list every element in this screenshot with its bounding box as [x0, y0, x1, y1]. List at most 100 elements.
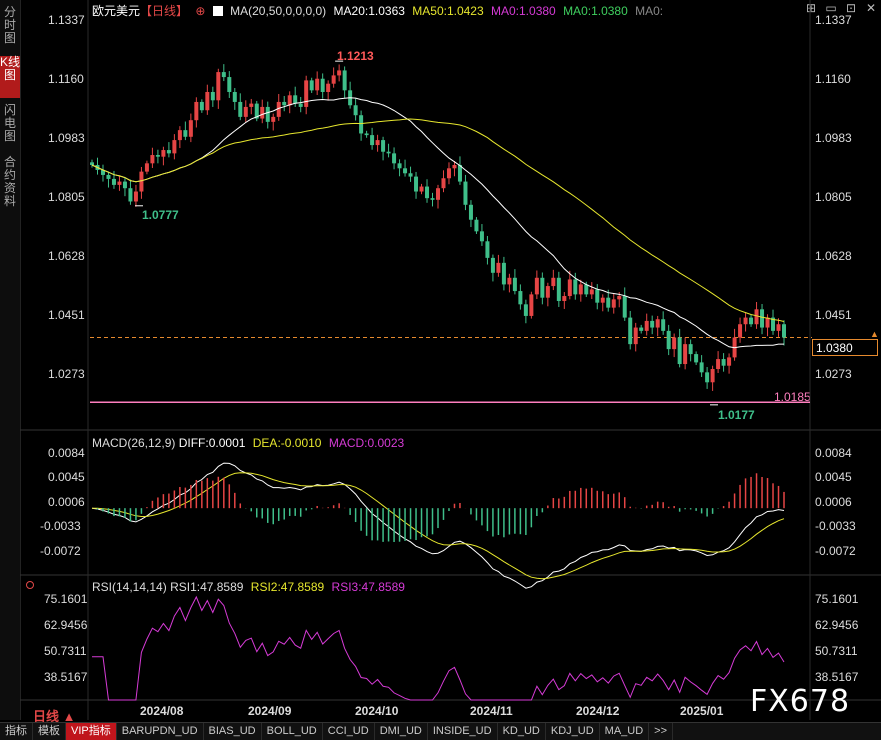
candle-body [271, 116, 276, 122]
macd-tick-left: -0.0033 [40, 519, 81, 533]
candle-body [666, 330, 671, 350]
candle-body [199, 101, 204, 111]
tab-more[interactable]: >> [649, 723, 674, 740]
candle-body [468, 204, 473, 220]
candle-body [90, 162, 94, 165]
candle-body [177, 130, 182, 141]
rsi-tick-right: 50.7311 [815, 644, 858, 658]
ma20-line [91, 97, 784, 349]
sidebar-item-contract-info[interactable]: 合约资料 [3, 155, 16, 208]
candle-body [408, 173, 413, 177]
candle-body [238, 101, 243, 117]
candle-body [425, 186, 430, 199]
candle-body [727, 357, 732, 366]
candle-body [512, 277, 517, 292]
tab-kdj[interactable]: KDJ_UD [546, 723, 600, 740]
candle-body [381, 140, 386, 152]
candle-body [150, 155, 155, 164]
candle-body [386, 151, 391, 154]
tab-ma[interactable]: MA_UD [600, 723, 650, 740]
macd-diff: DIFF:0.0001 [178, 436, 246, 450]
candle-body [507, 277, 512, 285]
candle-body [457, 164, 462, 182]
candle-body [721, 359, 726, 366]
symbol-name[interactable]: 欧元美元 [92, 4, 141, 18]
chart-canvas[interactable] [0, 0, 881, 720]
tab-inside[interactable]: INSIDE_UD [428, 723, 498, 740]
candle-body [364, 133, 369, 136]
candle-body [474, 219, 479, 232]
expand-icon[interactable]: ⊞ [805, 1, 817, 15]
rsi-params: RSI(14,14,14) [92, 580, 167, 594]
maximize-icon[interactable]: ⊡ [845, 1, 857, 15]
candle-body [688, 344, 693, 355]
candle-body [133, 191, 138, 202]
candle-body [282, 101, 287, 106]
period-selector-label: 日线 [33, 709, 60, 724]
candle-body [100, 169, 105, 175]
tab-cci[interactable]: CCI_UD [323, 723, 375, 740]
left-price-tick: 1.0983 [48, 131, 85, 145]
ma20-value: MA20:1.0363 [333, 4, 405, 18]
tab-bias[interactable]: BIAS_UD [204, 723, 262, 740]
macd-tick-right: 0.0006 [815, 495, 852, 509]
right-price-tick: 1.0273 [815, 367, 852, 381]
candle-body [782, 324, 786, 338]
date-label: 2024/11 [470, 704, 513, 718]
candle-body [419, 186, 424, 192]
macd-params: MACD(26,12,9) [92, 436, 176, 450]
rsi-tick-left: 50.7311 [44, 644, 87, 658]
candle-body [106, 174, 111, 179]
close-icon[interactable]: ✕ [865, 1, 877, 15]
sidebar-item-flash[interactable]: 闪电图 [3, 103, 16, 143]
tab-indicators[interactable]: 指标 [0, 723, 33, 740]
candle-body [265, 106, 270, 122]
window-controls: ⊞ ▭ ⊡ ✕ [803, 0, 879, 16]
current-price-label: 1.0380 [812, 339, 878, 356]
tab-templates[interactable]: 模板 [33, 723, 66, 740]
tab-vip-indicators[interactable]: VIP指标 [66, 723, 117, 740]
rsi-tick-left: 38.5167 [44, 670, 88, 684]
restore-icon[interactable]: ▭ [825, 1, 837, 15]
left-price-tick: 1.1160 [48, 72, 84, 86]
candle-body [254, 103, 259, 119]
candle-body [249, 103, 254, 107]
candle-body [205, 91, 210, 111]
sidebar-item-kline[interactable]: K线图 [0, 56, 20, 98]
sidebar-item-timeshare[interactable]: 分时图 [3, 5, 16, 45]
rsi-line [92, 595, 785, 701]
ma-toggle-icon[interactable] [212, 6, 223, 16]
candle-body [540, 277, 545, 298]
candle-body [309, 80, 314, 91]
candle-body [452, 164, 457, 169]
period-selector[interactable]: 日线 ▲ [33, 706, 76, 725]
rsi-tick-right: 62.9456 [815, 618, 859, 632]
candle-body [534, 277, 539, 295]
left-price-tick: 1.1337 [48, 13, 85, 27]
candle-body [567, 279, 572, 297]
candle-body [287, 95, 292, 106]
candle-body [122, 181, 127, 189]
ma-params: MA(20,50,0,0,0,0) [230, 4, 327, 18]
macd-header: MACD(26,12,9) DIFF:0.0001 DEA:-0.0010 MA… [92, 436, 404, 450]
rsi-settings-icon[interactable] [26, 581, 34, 589]
candle-body [210, 91, 215, 101]
tab-dmi[interactable]: DMI_UD [375, 723, 428, 740]
candle-body [710, 369, 715, 383]
candle-body [699, 362, 704, 373]
candle-body [276, 101, 281, 117]
candle-body [529, 294, 534, 316]
candle-body [227, 77, 232, 92]
candle-body [155, 155, 160, 157]
candle-body [172, 140, 177, 154]
tab-boll[interactable]: BOLL_UD [262, 723, 323, 740]
settings-icon[interactable]: ⊕ [195, 4, 206, 18]
tab-barupdn[interactable]: BARUPDN_UD [117, 723, 204, 740]
tab-kd[interactable]: KD_UD [498, 723, 546, 740]
period-label[interactable]: 【日线】 [140, 4, 189, 18]
candle-body [479, 231, 484, 242]
macd-value: MACD:0.0023 [328, 436, 405, 450]
date-label: 2024/10 [355, 704, 399, 718]
candle-body [578, 284, 583, 295]
date-label: 2024/09 [248, 704, 292, 718]
